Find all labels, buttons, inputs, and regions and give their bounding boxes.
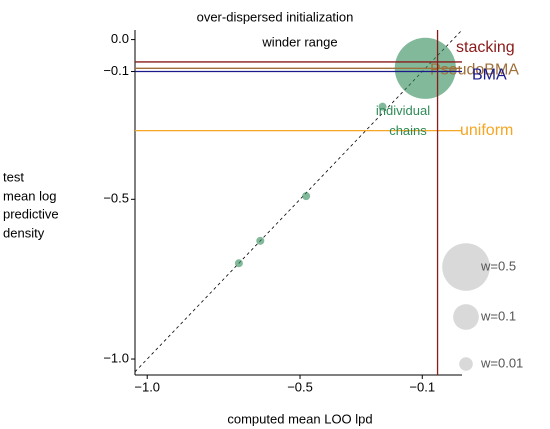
method-label: uniform: [460, 122, 513, 139]
y-tick-label: 0.0: [111, 31, 129, 46]
x-tick-label: −0.5: [287, 379, 313, 394]
size-legend-key: [442, 243, 490, 291]
method-label: stacking: [456, 39, 515, 56]
size-legend-key: [459, 357, 473, 371]
x-tick-label: −0.1: [409, 379, 435, 394]
y-tick-label: −0.1: [103, 63, 129, 78]
size-legend-label: w=0.01: [480, 355, 523, 370]
points-label: individual chains: [376, 103, 430, 138]
method-label: BMA: [472, 67, 507, 84]
chart-title: over-dispersed initialization: [197, 9, 354, 24]
point: [302, 192, 311, 201]
point: [256, 236, 265, 245]
y-tick-label: −0.5: [103, 191, 129, 206]
y-axis-label: test: [3, 169, 24, 184]
x-axis-label: computed mean LOO lpd: [227, 411, 372, 426]
identity-line: [134, 29, 463, 373]
y-axis-label: mean log: [3, 188, 56, 203]
chart-subtitle: winder range: [261, 34, 337, 49]
point: [234, 259, 243, 268]
size-legend-label: w=0.1: [480, 308, 516, 323]
size-legend-key: [453, 304, 479, 330]
x-tick-label: −1.0: [134, 379, 160, 394]
y-axis-label: density: [3, 225, 45, 240]
size-legend-label: w=0.5: [480, 258, 516, 273]
method-label: PseudoBMA: [430, 62, 519, 79]
y-axis-label: predictive: [3, 206, 59, 221]
y-tick-label: −1.0: [103, 350, 129, 365]
point: [378, 102, 387, 111]
